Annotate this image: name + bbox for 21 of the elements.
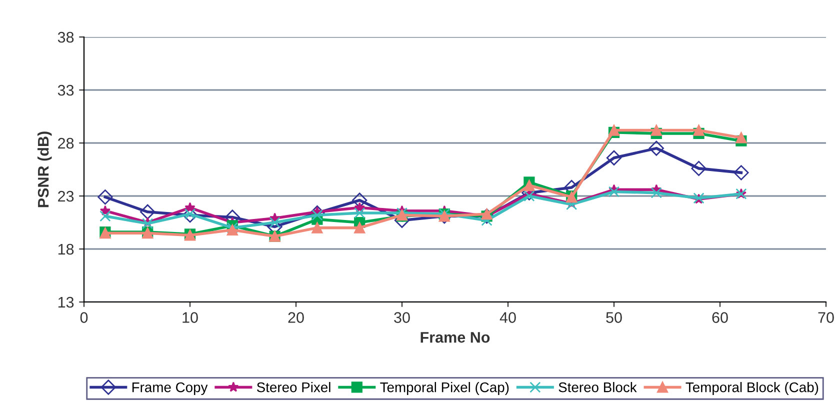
x-tick-label: 0	[80, 312, 88, 323]
x-tick-label: 10	[182, 312, 198, 323]
x-tick-label: 40	[500, 312, 516, 323]
y-tick-label: 38	[58, 32, 74, 43]
legend-label: Frame Copy	[132, 382, 208, 395]
legend-label: Stereo Block	[558, 382, 637, 392]
y-tick-label: 18	[58, 244, 74, 255]
y-tick-label: 23	[58, 190, 74, 202]
y-tick-label: 33	[58, 84, 74, 96]
x-axis-title: Frame No	[420, 332, 490, 343]
y-tick-label: 28	[58, 138, 74, 149]
x-tick-label: 20	[288, 312, 304, 323]
legend-label: Temporal Pixel (Cap)	[380, 382, 509, 395]
y-axis-title: PSNR (dB)	[37, 132, 52, 208]
x-tick-label: 60	[712, 312, 728, 323]
y-tick-label: 13	[58, 296, 74, 308]
legend-label: Temporal Block (Cab)	[686, 382, 818, 395]
x-tick-label: 30	[394, 312, 410, 323]
x-tick-label: 70	[818, 312, 834, 323]
legend-label: Stereo Pixel	[256, 382, 330, 392]
x-tick-label: 50	[606, 312, 622, 323]
